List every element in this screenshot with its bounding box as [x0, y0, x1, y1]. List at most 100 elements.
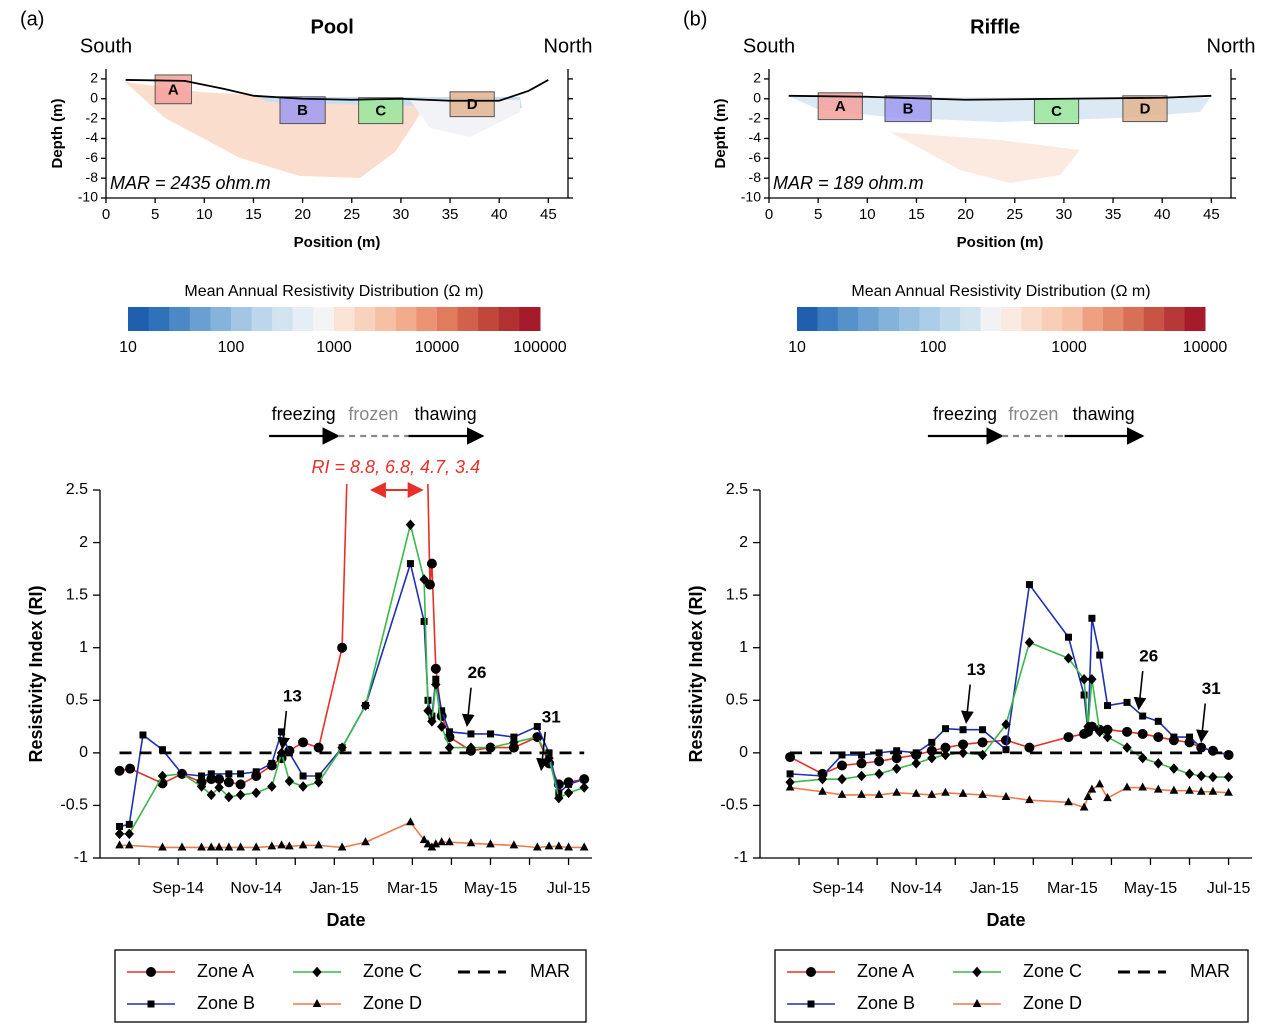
color-segment	[817, 307, 839, 331]
marker	[1208, 786, 1218, 795]
zone-label: B	[903, 101, 914, 118]
marker	[892, 787, 902, 796]
legend-label: Zone C	[1023, 961, 1082, 981]
x-tick-label: 20	[294, 206, 311, 223]
marker	[1122, 782, 1132, 791]
marker	[423, 705, 433, 717]
marker	[298, 840, 308, 849]
series-line	[789, 641, 1229, 784]
x-tick-label: 30	[1056, 206, 1073, 223]
annotation-label: 31	[1202, 679, 1221, 698]
colorbar-tick-label: 10	[119, 339, 137, 356]
marker	[206, 842, 216, 851]
legend-box	[774, 949, 1249, 1023]
colorbar-tick-label: 1000	[316, 339, 352, 356]
marker	[486, 839, 495, 848]
zone-box	[449, 91, 495, 118]
marker	[252, 768, 260, 776]
colorbar-tick-label: 100000	[513, 339, 566, 356]
legend-label: Zone D	[1023, 993, 1082, 1013]
marker	[544, 841, 554, 850]
annotation-arrow	[536, 731, 549, 772]
marker	[236, 842, 245, 851]
marker	[235, 789, 246, 801]
marker	[251, 787, 261, 799]
color-segment	[395, 307, 417, 331]
marker	[977, 737, 988, 748]
marker	[563, 787, 574, 799]
x-tick-label: 35	[442, 206, 459, 223]
marker	[874, 756, 885, 767]
x-tick-label: Sep-14	[812, 880, 864, 897]
marker	[874, 789, 884, 798]
y-tick-label: 0	[90, 89, 98, 105]
marker	[196, 781, 207, 792]
x-tick-label: 25	[343, 206, 360, 223]
x-tick-label: 45	[540, 206, 557, 223]
marker	[1095, 726, 1105, 738]
x-axis-label: Date	[986, 910, 1025, 930]
marker	[1196, 786, 1206, 795]
marker	[554, 841, 564, 850]
color-segment	[375, 307, 397, 331]
color-segment	[334, 307, 356, 331]
marker	[807, 1000, 815, 1008]
y-tick-label: -6	[749, 149, 762, 165]
marker	[406, 817, 415, 826]
marker	[268, 759, 276, 767]
marker	[1104, 702, 1112, 710]
colorbar-title: Mean Annual Resistivity Distribution (Ω …	[184, 283, 483, 300]
marker	[114, 765, 125, 776]
zone-label: A	[835, 98, 846, 115]
y-tick-label: 0.5	[66, 692, 88, 709]
marker	[267, 841, 277, 850]
marker	[1103, 793, 1112, 802]
legend-box	[114, 949, 587, 1023]
marker	[533, 723, 541, 731]
right-label: North	[1207, 35, 1256, 57]
color-segment	[1103, 307, 1124, 331]
y-tick-label: 2.5	[66, 481, 88, 498]
x-tick-label: 0	[102, 206, 110, 223]
marker	[361, 837, 370, 846]
x-tick-label: 5	[151, 206, 159, 223]
marker	[337, 642, 348, 653]
legend-label: Zone D	[363, 993, 422, 1013]
marker	[1153, 784, 1163, 793]
marker	[313, 742, 324, 753]
marker	[979, 726, 987, 734]
marker	[580, 775, 588, 783]
marker	[1186, 733, 1194, 741]
color-segment	[519, 307, 541, 331]
x-tick-label: 40	[1154, 206, 1171, 223]
marker	[431, 679, 441, 690]
marker	[1169, 763, 1179, 774]
color-segment	[169, 307, 191, 331]
zone-box	[884, 95, 932, 123]
x-tick-label: 15	[908, 206, 925, 223]
marker	[1139, 712, 1147, 720]
marker	[197, 842, 206, 851]
marker	[1197, 744, 1205, 752]
marker	[314, 840, 324, 849]
marker	[312, 998, 322, 1007]
color-segment	[416, 307, 438, 331]
marker	[427, 716, 437, 727]
panel-label: (a)	[20, 8, 44, 30]
marker	[405, 519, 416, 530]
marker	[911, 788, 921, 797]
color-segment	[1001, 307, 1022, 331]
marker	[422, 391, 431, 400]
marker	[277, 840, 286, 849]
legend-label: MAR	[530, 961, 570, 981]
marker	[1088, 614, 1096, 622]
marker	[959, 726, 967, 734]
color-segment	[478, 307, 500, 331]
marker	[116, 822, 124, 830]
marker	[1024, 637, 1035, 648]
legend-label: Zone B	[857, 993, 915, 1013]
marker	[1063, 652, 1074, 664]
zone-box	[279, 96, 326, 125]
color-segment	[960, 307, 982, 331]
